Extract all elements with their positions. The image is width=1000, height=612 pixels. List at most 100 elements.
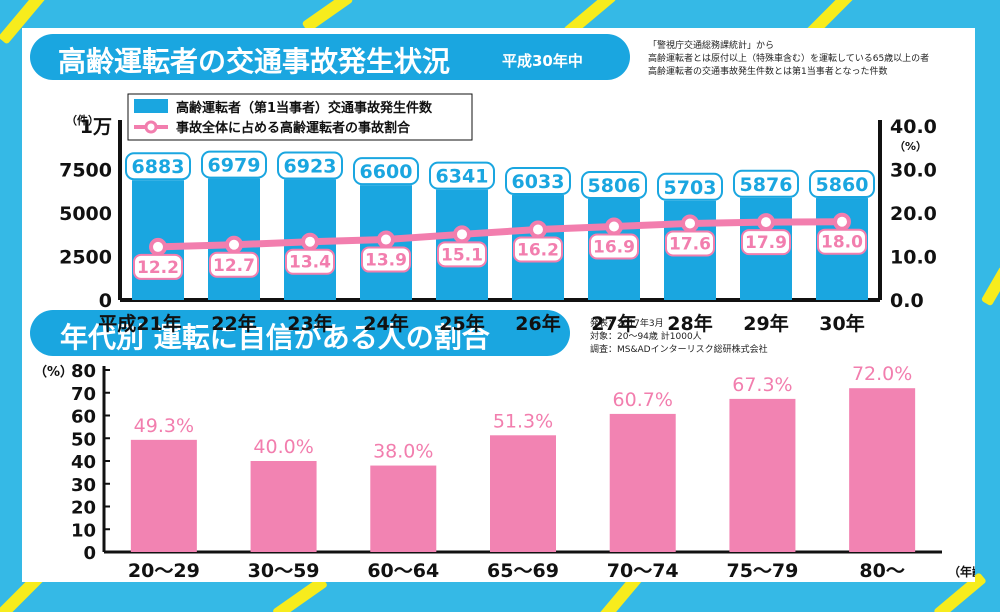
count-label: 6923 <box>284 156 337 178</box>
ratio-label: 15.1 <box>441 245 483 265</box>
percent-label: 72.0% <box>852 363 912 385</box>
ratio-label-box <box>817 228 867 255</box>
content-panel: 高齢運転者の交通事故発生状況 平成30年中 「警視庁交通総務課統計」から 高齢運… <box>22 28 975 582</box>
confidence-bar <box>370 465 437 552</box>
ratio-label: 13.9 <box>365 251 407 271</box>
ratio-label: 17.9 <box>745 233 787 253</box>
ratio-point <box>377 230 395 249</box>
y-tick-label: 7500 <box>59 160 112 182</box>
ratio-line <box>157 218 843 251</box>
source-line: 高齢運転者とは原付以上（特殊車含む）を運転している65歳以上の者 <box>648 54 930 64</box>
percent-label: 49.3% <box>134 415 194 437</box>
x-tick-label: 60～64 <box>367 560 439 582</box>
ratio-point <box>833 212 851 231</box>
y2-tick-label: 20.0 <box>890 203 937 225</box>
ratio-point <box>149 237 167 256</box>
accident-chart: 0 2500 5000 7500 1万 0.0 10.0 20.0 30.0 40.0 （件） （%）… <box>59 93 937 335</box>
count-label: 5876 <box>740 174 793 196</box>
ratio-label-box <box>741 229 791 256</box>
legend-line-label: 事故全体に占める高齢運転者の事故割合 <box>176 120 411 136</box>
count-label-box <box>353 157 419 186</box>
source-line: 「警視庁交通総務課統計」から <box>648 41 775 51</box>
top-source: 「警視庁交通総務課統計」から 高齢運転者とは原付以上（特殊車含む）を運転している… <box>648 40 929 79</box>
ratio-label-box <box>209 251 259 278</box>
x-tick-label: 30年 <box>819 312 864 335</box>
ratio-label: 12.2 <box>137 258 179 278</box>
y-tick-label: 0 <box>99 290 112 312</box>
confidence-bar <box>490 435 556 552</box>
x-tick-label: 平成21年 <box>98 312 181 335</box>
confidence-bar <box>849 388 916 552</box>
count-label-box <box>125 152 191 181</box>
ratio-point <box>453 225 471 244</box>
y2-axis-unit: （%） <box>894 140 927 153</box>
confidence-bar <box>609 413 676 552</box>
source-line: 高齢運転者の交通事故発生件数とは第1当事者となった件数 <box>648 67 888 77</box>
legend-box <box>127 93 473 141</box>
y2-tick-label: 0.0 <box>890 290 924 312</box>
y-tick-label: 50 <box>71 429 96 450</box>
confidence-bar <box>729 398 796 552</box>
y2-tick-label: 30.0 <box>890 160 937 182</box>
ratio-label-box <box>361 246 411 273</box>
percent-label: 67.3% <box>732 374 792 396</box>
y-tick-label: 10 <box>71 520 96 541</box>
top-subtitle: 平成30年中 <box>502 52 583 70</box>
x-tick-label: 75～79 <box>726 560 798 582</box>
y-axis-unit: （件） <box>66 113 99 127</box>
ratio-point <box>225 235 243 254</box>
ratio-label: 16.2 <box>517 241 559 261</box>
x-tick-label: 26年 <box>515 312 560 335</box>
ratio-label-box <box>133 253 183 280</box>
ratio-label-box <box>285 248 335 275</box>
x-tick-label: 29年 <box>743 312 788 335</box>
y2-tick-label: 10.0 <box>890 247 937 269</box>
percent-label: 38.0% <box>373 441 433 463</box>
decor-stripe <box>980 265 1000 307</box>
x-tick-label: 25年 <box>439 312 484 335</box>
legend-bar-swatch <box>134 99 168 113</box>
count-label-box <box>581 170 647 199</box>
top-title: 高齢運転者の交通事故発生状況 <box>58 45 451 78</box>
y-tick-label: 2500 <box>59 247 112 269</box>
legend-line-marker <box>144 120 158 134</box>
ratio-label-box <box>437 241 487 268</box>
x-tick-label: 65～69 <box>487 560 559 582</box>
x-tick-label: 20～29 <box>128 560 200 582</box>
x-tick-label: 22年 <box>211 312 256 335</box>
count-label: 6033 <box>512 171 565 193</box>
x-tick-label: 27年 <box>591 312 636 335</box>
source-line: 対象：20～94歳 計1000人 <box>590 332 702 342</box>
y-tick-label: 20 <box>71 498 96 519</box>
ratio-point <box>681 214 699 233</box>
ratio-label-box <box>513 236 563 263</box>
percent-label: 60.7% <box>613 389 673 411</box>
count-label-box <box>505 167 571 196</box>
x-tick-label: 80～ <box>859 560 904 582</box>
count-label: 6883 <box>132 156 185 178</box>
ratio-label: 17.6 <box>669 234 711 254</box>
x-tick-label: 70～74 <box>607 560 679 582</box>
count-label-box <box>277 151 343 180</box>
source-line: 発表：2017年3月 <box>590 319 664 329</box>
x-tick-label: 28年 <box>667 312 712 335</box>
bottom-source: 発表：2017年3月 対象：20～94歳 計1000人 調査：MS&ADインター… <box>590 318 768 357</box>
y-axis-unit: （%） <box>34 364 73 380</box>
ratio-point <box>605 217 623 236</box>
y-tick-label: 80 <box>71 361 96 382</box>
ratio-point <box>529 220 547 239</box>
count-label-box <box>201 150 267 179</box>
ratio-label: 13.4 <box>289 253 331 273</box>
y-tick-label: 30 <box>71 475 96 496</box>
ratio-label: 12.7 <box>213 256 255 276</box>
bottom-title: 年代別 運転に自信がある人の割合 <box>60 321 490 354</box>
ratio-label: 18.0 <box>821 233 863 253</box>
count-label: 6979 <box>208 155 261 177</box>
bottom-title-banner: 年代別 運転に自信がある人の割合 <box>30 310 570 356</box>
percent-label: 40.0% <box>253 436 313 458</box>
y-tick-label: 1万 <box>80 116 112 138</box>
count-label: 6341 <box>436 166 489 188</box>
source-line: 調査：MS&ADインターリスク総研株式会社 <box>590 345 768 355</box>
